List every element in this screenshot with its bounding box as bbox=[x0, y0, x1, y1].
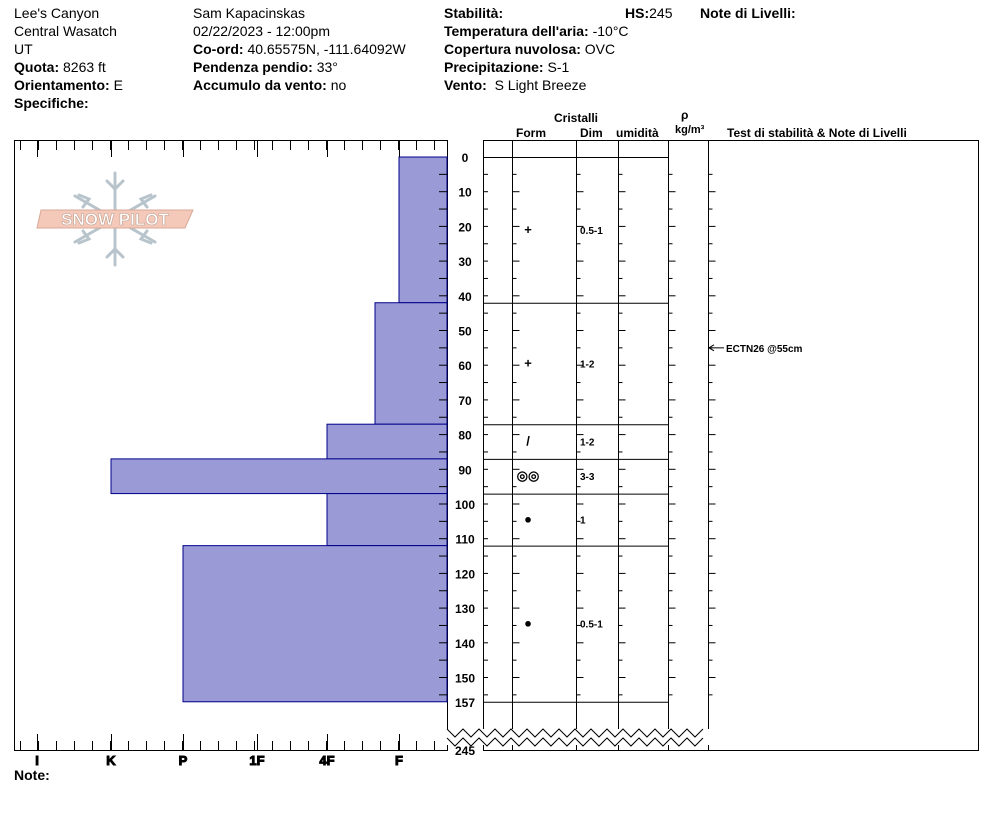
grain-form-symbol: ◎◎ bbox=[517, 468, 540, 483]
hardness-bar bbox=[374, 302, 448, 425]
depth-tick-label: 40 bbox=[458, 290, 472, 304]
depth-tick-label: 60 bbox=[458, 359, 472, 373]
grain-size-label: 1-2 bbox=[580, 359, 595, 370]
snow-height: HS:245 bbox=[625, 5, 673, 21]
state-name: UT bbox=[14, 41, 33, 57]
depth-tick-label: 100 bbox=[455, 498, 475, 512]
depth-tick-label: 90 bbox=[458, 463, 472, 477]
hardness-tick-label: I bbox=[35, 753, 39, 768]
stability: Stabilità: bbox=[444, 5, 504, 21]
elevation: Quota: 8263 ft bbox=[14, 59, 106, 75]
hardness-tick-label: 1F bbox=[249, 753, 264, 768]
slope-angle: Pendenza pendio: 33° bbox=[193, 59, 338, 75]
hardness-bar bbox=[326, 493, 448, 547]
notes-label: Note: bbox=[14, 767, 50, 783]
aspect: Orientamento: E bbox=[14, 77, 123, 93]
grain-form-symbol: ● bbox=[524, 512, 532, 527]
depth-break-line bbox=[446, 728, 704, 738]
air-temperature: Temperatura dell'aria: -10°C bbox=[444, 23, 629, 39]
observer-name: Sam Kapacinskas bbox=[193, 5, 306, 21]
depth-tick-label: 0 bbox=[462, 151, 469, 165]
grain-form-symbol: + bbox=[524, 222, 532, 237]
size-header: Dim bbox=[580, 126, 603, 140]
grain-size-label: 0.5-1 bbox=[580, 226, 603, 237]
observer-block: Sam Kapacinskas 02/22/2023 - 12:00pm Co-… bbox=[193, 4, 406, 94]
depth-tick-label: 80 bbox=[458, 429, 472, 443]
hardness-tick-label: F bbox=[395, 753, 403, 768]
precipitation: Precipitazione: S-1 bbox=[444, 59, 570, 75]
snow-pilot-logo: SNOW PILOT bbox=[36, 171, 194, 267]
specifics: Specifiche: bbox=[14, 95, 89, 111]
hardness-bar bbox=[326, 423, 448, 460]
depth-tick-label: 70 bbox=[458, 394, 472, 408]
stability-test-label: ECTN26 @55cm bbox=[726, 344, 803, 355]
depth-tick-label: 140 bbox=[455, 637, 475, 651]
hardness-bar bbox=[110, 458, 448, 495]
grain-size-label: 1-2 bbox=[580, 438, 595, 449]
grain-form-symbol: + bbox=[524, 355, 532, 370]
grain-form-symbol: ● bbox=[524, 616, 532, 631]
tests-notes-header: Test di stabilità & Note di Livelli bbox=[727, 126, 907, 140]
depth-tick-label: 157 bbox=[455, 696, 475, 710]
coordinates: Co-ord: 40.65575N, -111.64092W bbox=[193, 41, 406, 57]
logo-text: SNOW PILOT bbox=[61, 210, 169, 229]
form-header: Form bbox=[516, 126, 546, 140]
depth-tick-label: 20 bbox=[458, 220, 472, 234]
depth-tick-label: 110 bbox=[455, 533, 475, 547]
depth-tick-label: 10 bbox=[458, 186, 472, 200]
grain-form-symbol: / bbox=[526, 434, 530, 449]
moisture-header: umidità bbox=[616, 126, 659, 140]
depth-tick-label: 120 bbox=[455, 567, 475, 581]
hardness-bar bbox=[398, 156, 448, 304]
crystals-header: Cristalli bbox=[554, 111, 599, 125]
range-name: Central Wasatch bbox=[14, 23, 117, 39]
wind-loading: Accumulo da vento: no bbox=[193, 77, 347, 93]
grain-size-label: 1 bbox=[580, 516, 586, 527]
depth-tick-label: 50 bbox=[458, 325, 472, 339]
density-unit-header: kg/m³ bbox=[675, 124, 705, 136]
depth-tick-label: 30 bbox=[458, 255, 472, 269]
sky-cover: Copertura nuvolosa: OVC bbox=[444, 41, 616, 57]
conditions-block: Stabilità: Temperatura dell'aria: -10°C … bbox=[444, 4, 629, 94]
grain-size-label: 3-3 bbox=[580, 472, 595, 483]
grain-size-label: 0.5-1 bbox=[580, 620, 603, 631]
hardness-bar bbox=[182, 545, 448, 703]
hardness-tick-label: K bbox=[106, 753, 116, 768]
location-name: Lee's Canyon bbox=[14, 5, 100, 21]
layer-notes-header: Note di Livelli: bbox=[700, 5, 796, 21]
depth-tick-label: 150 bbox=[455, 672, 475, 686]
wind: Vento: S Light Breeze bbox=[444, 77, 587, 93]
depth-tick-label: 130 bbox=[455, 602, 475, 616]
hardness-tick-label: P bbox=[179, 753, 188, 768]
observation-datetime: 02/22/2023 - 12:00pm bbox=[193, 23, 330, 39]
test-arrow-head bbox=[708, 344, 715, 352]
hardness-tick-label: 4F bbox=[319, 753, 334, 768]
location-block: Lee's Canyon Central Wasatch UT Quota: 8… bbox=[14, 4, 123, 112]
layer-table-frame bbox=[483, 140, 979, 751]
rho-header: ρ bbox=[681, 108, 689, 122]
depth-break-line bbox=[446, 737, 704, 747]
depth-bottom-label: 245 bbox=[455, 744, 475, 758]
